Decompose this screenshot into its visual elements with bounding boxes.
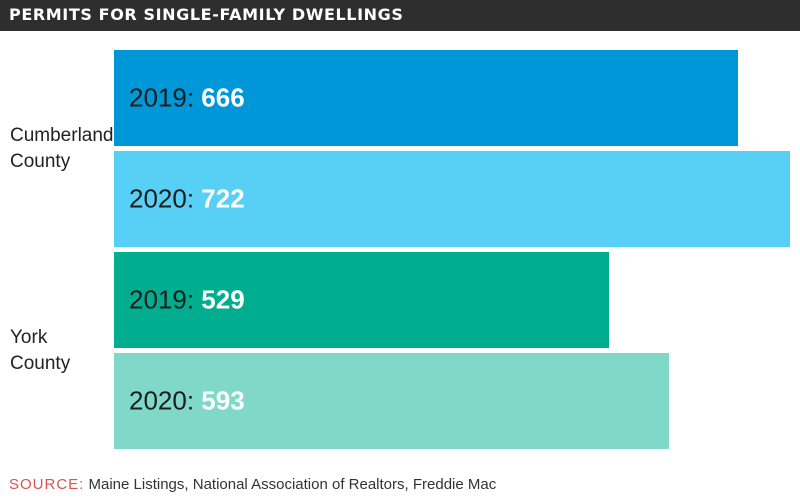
group-label-line: York (10, 327, 48, 348)
bar-value-label: 2019: 529 (129, 285, 245, 316)
group-label-line: County (10, 151, 71, 172)
bar-york-2020: 2020: 593 (114, 353, 669, 449)
bar-value: 722 (201, 183, 245, 214)
group-label-line: Cumberland (10, 125, 114, 146)
group-label-cumberland: Cumberland County (10, 123, 114, 175)
bar-year: 2020 (129, 183, 187, 214)
bar-separator: : (186, 183, 202, 214)
source-label: SOURCE: (9, 476, 85, 493)
bar-separator: : (186, 385, 202, 416)
bar-separator: : (186, 284, 202, 315)
group-label-line: County (10, 353, 71, 374)
bar-cumberland-2020: 2020: 722 (114, 151, 790, 247)
bar-value: 593 (201, 385, 245, 416)
bar-york-2019: 2019: 529 (114, 252, 609, 348)
bar-value-label: 2019: 666 (129, 83, 245, 114)
chart-title: PERMITS FOR SINGLE-FAMILY DWELLINGS (9, 5, 404, 24)
bar-separator: : (186, 82, 202, 113)
bar-year: 2020 (129, 385, 187, 416)
source-text: Maine Listings, National Association of … (88, 476, 497, 493)
bar-value-label: 2020: 593 (129, 386, 245, 417)
bar-value: 529 (201, 284, 245, 315)
chart-header: PERMITS FOR SINGLE-FAMILY DWELLINGS (0, 0, 800, 31)
bar-value-label: 2020: 722 (129, 184, 245, 215)
bar-year: 2019 (129, 82, 187, 113)
source-note: SOURCE: Maine Listings, National Associa… (9, 476, 496, 493)
bar-cumberland-2019: 2019: 666 (114, 50, 738, 146)
bar-year: 2019 (129, 284, 187, 315)
bar-value: 666 (201, 82, 245, 113)
group-label-york: York County (10, 325, 110, 377)
